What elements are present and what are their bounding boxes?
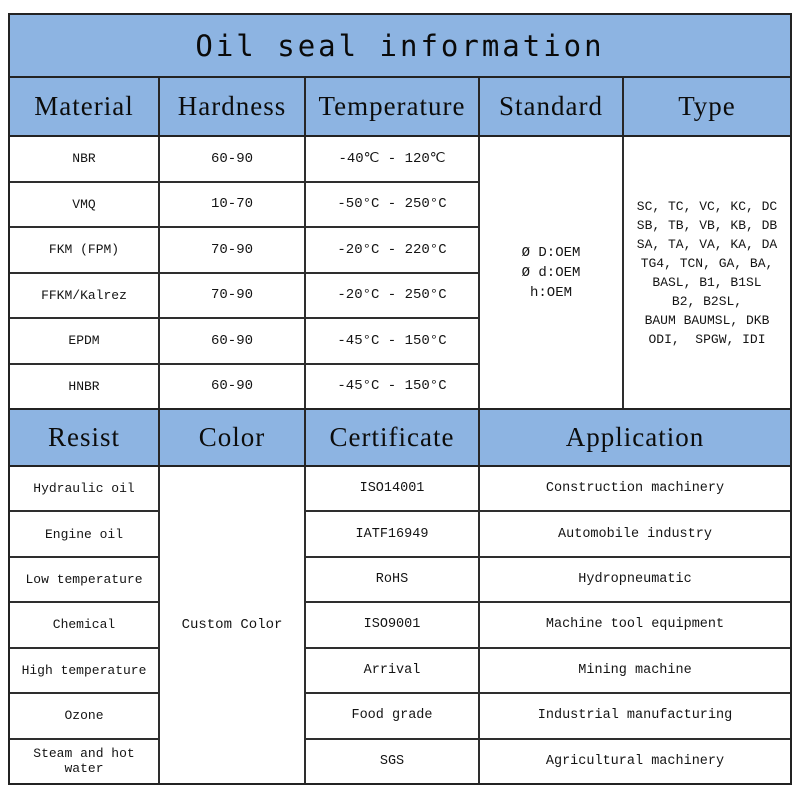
temperature-cell: -40℃ - 120℃: [306, 137, 478, 181]
material-cell: NBR: [10, 137, 158, 181]
temperature-cell: -20°C - 220°C: [306, 228, 478, 272]
hardness-cell: 70-90: [160, 228, 304, 272]
temperature-cell: -50°C - 250°C: [306, 182, 478, 226]
column-header-standard: Standard: [480, 78, 622, 135]
material-cell: VMQ: [10, 182, 158, 226]
type-line: ODI, SPGW, IDI: [648, 331, 766, 347]
column-header-application: Application: [480, 410, 790, 465]
application-cell: Construction machinery: [480, 467, 790, 511]
resist-cell: Engine oil: [10, 512, 158, 556]
hardness-cell: 60-90: [160, 137, 304, 181]
hardness-cell: 10-70: [160, 182, 304, 226]
hardness-cell: 60-90: [160, 364, 304, 408]
type-line: B2, B2SL,: [671, 293, 743, 309]
column-header-resist: Resist: [10, 410, 158, 465]
material-cell: FFKM/Kalrez: [10, 273, 158, 317]
column-header-certificate: Certificate: [306, 410, 478, 465]
standard-line: h:OEM: [529, 284, 572, 301]
material-cell: HNBR: [10, 364, 158, 408]
type-line: BASL, B1, B1SL: [652, 274, 762, 290]
color-cell: Custom Color: [160, 467, 304, 783]
column-header-material: Material: [10, 78, 158, 135]
column-header-type: Type: [624, 78, 790, 135]
temperature-cell: -45°C - 150°C: [306, 364, 478, 408]
certificate-cell: Arrival: [306, 648, 478, 693]
type-cell: SC, TC, VC, KC, DC SB, TB, VB, KB, DB SA…: [624, 137, 790, 408]
top-table-body: NBR 60-90 -40℃ - 120℃ VMQ 10-70 -50°C - …: [10, 135, 790, 408]
certificate-cell: ISO14001: [306, 467, 478, 511]
application-cell: Machine tool equipment: [480, 603, 790, 647]
hardness-cell: 70-90: [160, 273, 304, 317]
application-cell: Automobile industry: [480, 512, 790, 556]
resist-cell: Low temperature: [10, 557, 158, 602]
column-header-color: Color: [160, 410, 304, 465]
material-cell: FKM (FPM): [10, 228, 158, 272]
column-header-temperature: Temperature: [306, 78, 478, 135]
application-cell: Hydropneumatic: [480, 557, 790, 602]
type-line: TG4, TCN, GA, BA,: [640, 255, 774, 271]
top-header-row: Material Hardness Temperature Standard T…: [10, 76, 790, 135]
certificate-cell: ISO9001: [306, 603, 478, 647]
type-line: SC, TC, VC, KC, DC: [636, 198, 778, 214]
application-cell: Mining machine: [480, 648, 790, 693]
type-line: BAUM BAUMSL, DKB: [644, 312, 770, 328]
standard-line: Ø D:OEM: [521, 244, 581, 261]
material-cell: EPDM: [10, 319, 158, 363]
title-bar: Oil seal information: [10, 15, 790, 76]
resist-cell: Ozone: [10, 694, 158, 738]
spec-table: Oil seal information Material Hardness T…: [8, 13, 792, 785]
application-cell: Agricultural machinery: [480, 739, 790, 783]
type-line: SA, TA, VA, KA, DA: [636, 236, 778, 252]
certificate-cell: Food grade: [306, 694, 478, 738]
column-header-hardness: Hardness: [160, 78, 304, 135]
temperature-cell: -45°C - 150°C: [306, 319, 478, 363]
type-line: SB, TB, VB, KB, DB: [636, 217, 778, 233]
standard-line: Ø d:OEM: [521, 264, 581, 281]
temperature-cell: -20°C - 250°C: [306, 273, 478, 317]
bottom-table-body: Hydraulic oil ISO14001 Construction mach…: [10, 465, 790, 783]
application-cell: Industrial manufacturing: [480, 694, 790, 738]
resist-cell: Chemical: [10, 603, 158, 647]
standard-cell: Ø D:OEM Ø d:OEM h:OEM: [480, 137, 622, 408]
bottom-header-row: Resist Color Certificate Application: [10, 408, 790, 465]
certificate-cell: RoHS: [306, 557, 478, 602]
resist-cell: Steam and hot water: [10, 739, 158, 783]
resist-cell: Hydraulic oil: [10, 467, 158, 511]
resist-cell: High temperature: [10, 648, 158, 693]
page-title: Oil seal information: [195, 28, 605, 63]
certificate-cell: IATF16949: [306, 512, 478, 556]
certificate-cell: SGS: [306, 739, 478, 783]
hardness-cell: 60-90: [160, 319, 304, 363]
